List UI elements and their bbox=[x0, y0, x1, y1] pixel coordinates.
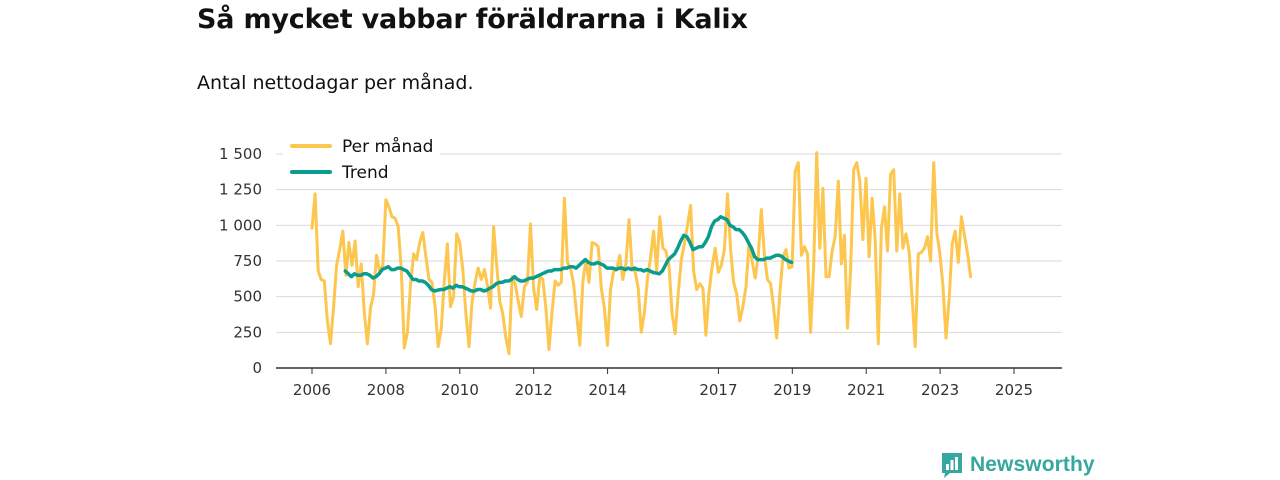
x-tick-label: 2012 bbox=[515, 381, 553, 399]
brand-name: Newsworthy bbox=[970, 453, 1095, 476]
x-tick-label: 2017 bbox=[699, 381, 737, 399]
x-tick-label: 2021 bbox=[847, 381, 885, 399]
y-tick-label: 500 bbox=[233, 288, 262, 306]
x-tick-label: 2023 bbox=[921, 381, 959, 399]
series-line-per-month bbox=[310, 151, 973, 356]
x-tick-label: 2025 bbox=[995, 381, 1033, 399]
x-tick-label: 2006 bbox=[293, 381, 331, 399]
legend-label-trend: Trend bbox=[341, 163, 389, 183]
legend[interactable]: Per månad Trend bbox=[283, 132, 440, 188]
chart-subtitle: Antal nettodagar per månad. bbox=[197, 72, 474, 94]
x-tick-label: 2010 bbox=[441, 381, 479, 399]
series-layer bbox=[310, 151, 973, 356]
y-tick-label: 1 500 bbox=[219, 145, 262, 163]
chart-title: Så mycket vabbar föräldrarna i Kalix bbox=[197, 4, 748, 35]
y-tick-label: 750 bbox=[233, 252, 262, 270]
x-tick-label: 2008 bbox=[367, 381, 405, 399]
newsworthy-logo-icon bbox=[942, 453, 962, 478]
x-tick-label: 2019 bbox=[773, 381, 811, 399]
newsworthy-logo[interactable]: Newsworthy bbox=[940, 451, 1095, 479]
y-tick-label: 0 bbox=[252, 359, 262, 377]
y-axis-ticks: 0 250 500 750 1 000 1 250 1 500 bbox=[219, 145, 262, 377]
x-axis-ticks: 2006 2008 2010 2012 2014 2017 2019 2021 2023 2025 bbox=[293, 368, 1033, 399]
series-line-trend bbox=[343, 215, 794, 293]
y-tick-label: 1 000 bbox=[219, 216, 262, 234]
y-tick-label: 250 bbox=[233, 323, 262, 341]
y-tick-label: 1 250 bbox=[219, 181, 262, 199]
x-tick-label: 2014 bbox=[588, 381, 626, 399]
legend-label-per-month: Per månad bbox=[342, 136, 433, 157]
legend-background bbox=[283, 132, 440, 188]
